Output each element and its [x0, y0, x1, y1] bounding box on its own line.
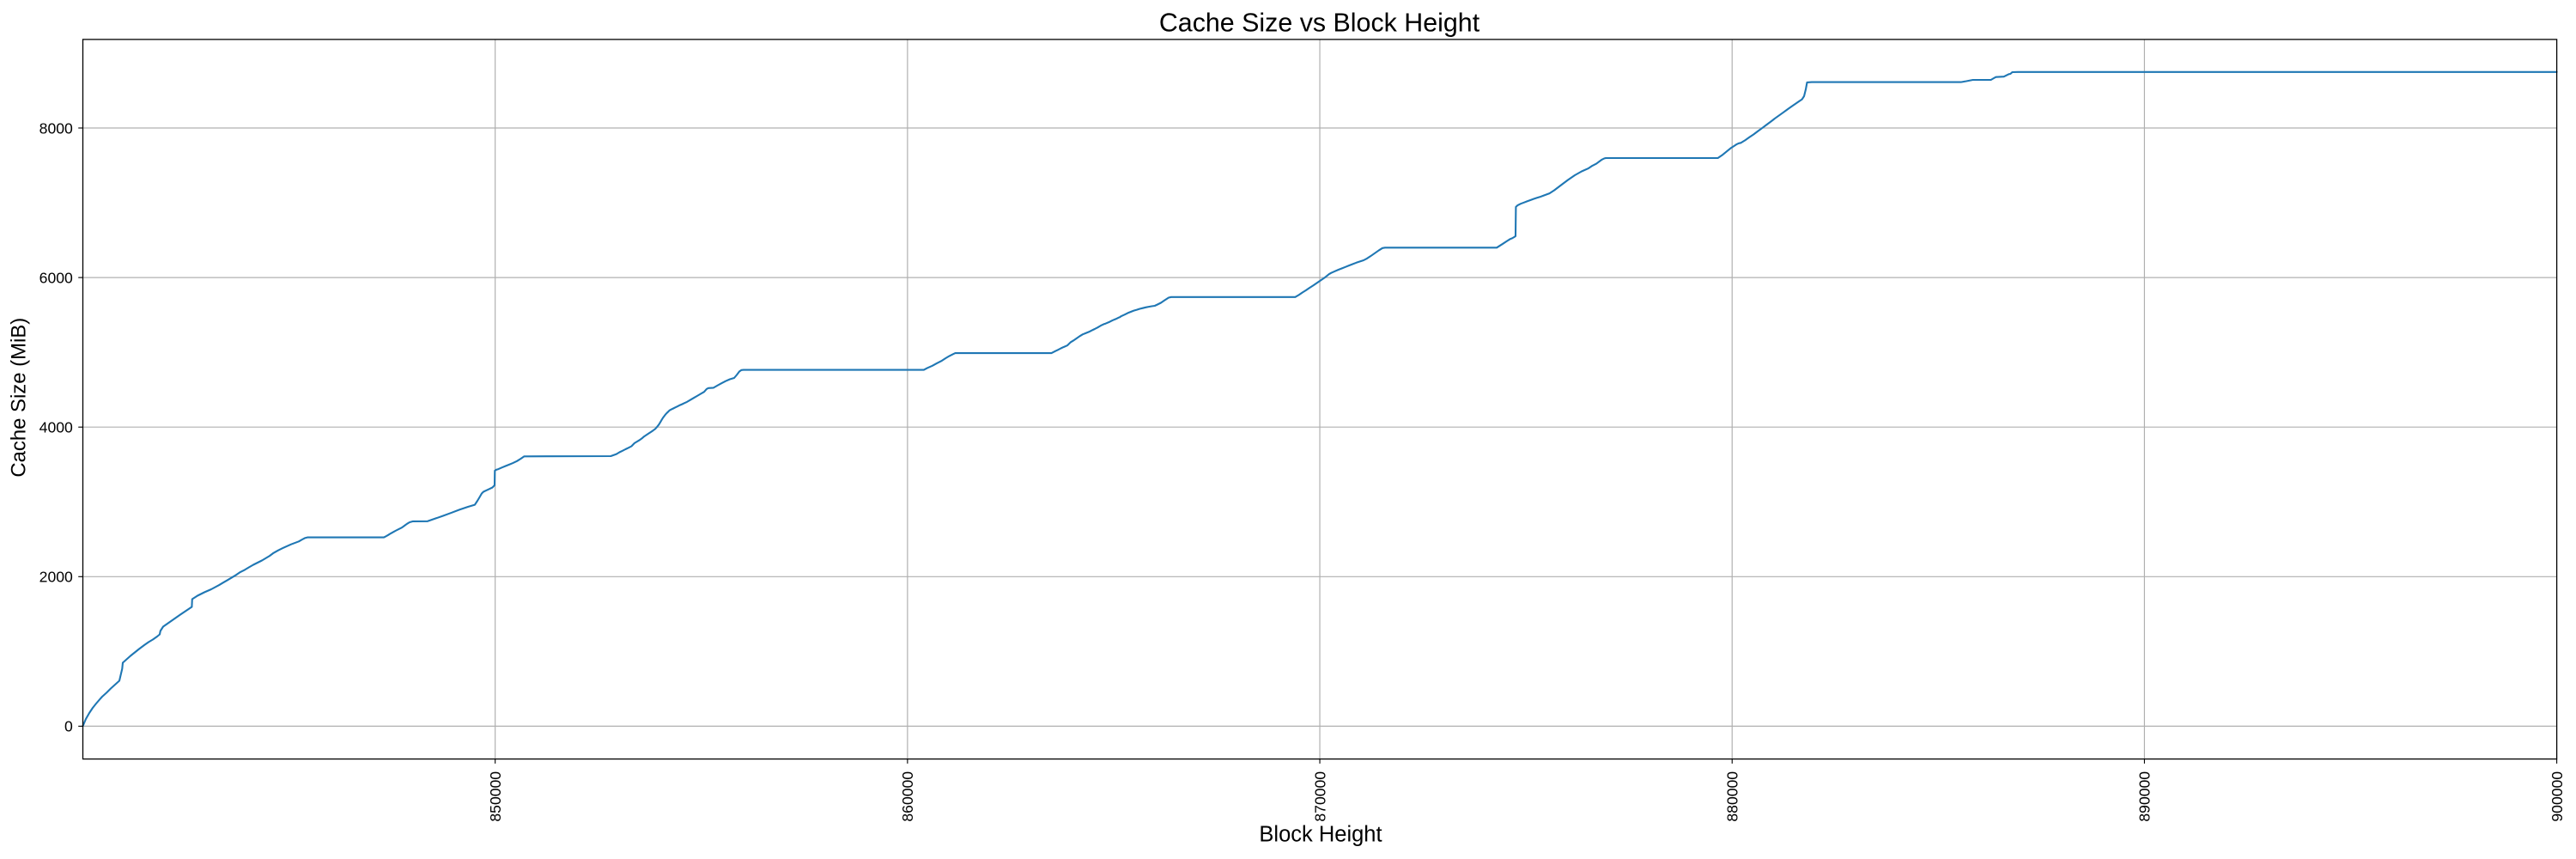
svg-text:880000: 880000 [1724, 771, 1741, 822]
svg-text:900000: 900000 [2549, 771, 2566, 822]
svg-text:4000: 4000 [39, 419, 73, 436]
svg-text:860000: 860000 [899, 771, 916, 822]
svg-text:8000: 8000 [39, 119, 73, 137]
svg-text:870000: 870000 [1311, 771, 1328, 822]
svg-text:Cache Size vs Block Height: Cache Size vs Block Height [1159, 9, 1480, 38]
svg-text:890000: 890000 [2136, 771, 2154, 822]
svg-text:Cache Size (MiB): Cache Size (MiB) [8, 318, 31, 478]
svg-text:6000: 6000 [39, 269, 73, 286]
svg-text:2000: 2000 [39, 569, 73, 586]
svg-text:Block Height: Block Height [1259, 823, 1382, 847]
svg-text:850000: 850000 [487, 771, 504, 822]
svg-text:0: 0 [64, 718, 73, 735]
